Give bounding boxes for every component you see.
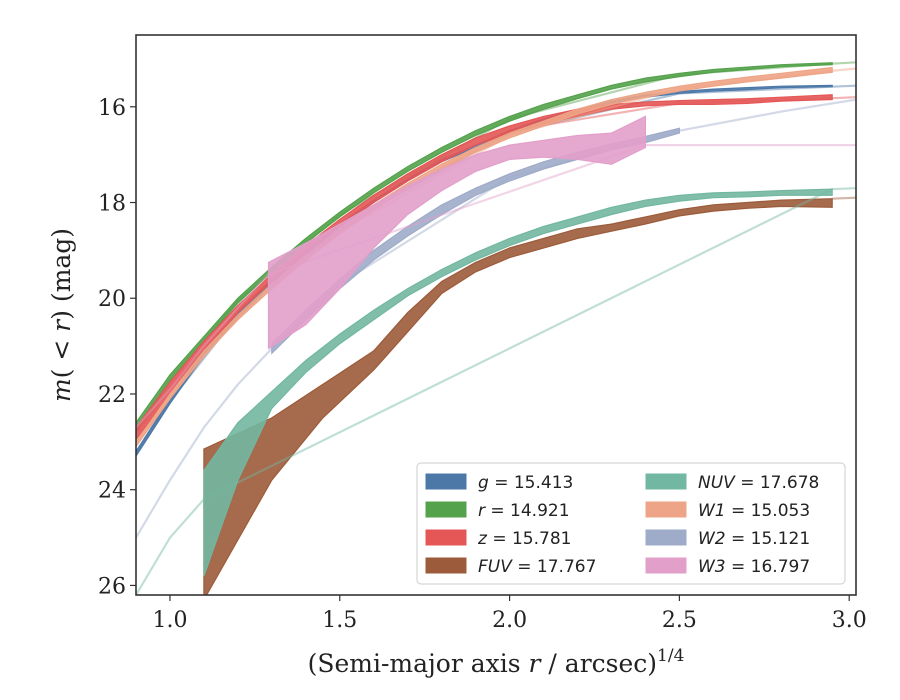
- legend-label: FUV = 17.767: [478, 557, 596, 577]
- x-tick-label: 2.5: [662, 608, 697, 633]
- legend-item-g: g = 15.413: [425, 473, 573, 493]
- series-nuv: [136, 187, 856, 595]
- legend-label: z = 15.781: [477, 529, 571, 549]
- legend-swatch: [425, 501, 467, 518]
- legend-swatch: [645, 473, 687, 490]
- legend-label: W1 = 15.053: [698, 501, 810, 521]
- legend-swatch: [425, 473, 467, 490]
- x-axis: 1.0 1.5 2.0 2.5 3.0: [152, 595, 867, 633]
- legend-item-w2: W2 = 15.121: [645, 529, 810, 549]
- y-tick-label: 18: [98, 192, 126, 217]
- series-fuv-band: [203, 198, 833, 595]
- legend-item-fuv: FUV = 17.767: [425, 557, 596, 577]
- x-tick-label: 2.0: [492, 608, 527, 633]
- plot-frame: [135, 34, 857, 596]
- legend-item-r: r = 14.921: [425, 501, 570, 521]
- legend-label: NUV = 17.678: [698, 473, 819, 493]
- plot-area: [136, 61, 856, 595]
- series-w2-band: [271, 127, 680, 355]
- y-tick-label: 20: [98, 287, 126, 312]
- x-tick-label: 1.5: [322, 608, 357, 633]
- x-tick-label: 1.0: [152, 608, 187, 633]
- series-r-band: [136, 62, 833, 434]
- legend-box: [416, 462, 846, 585]
- legend: g = 15.413 r = 14.921 z = 15.781 FUV = 17.7…: [416, 462, 846, 585]
- legend-label: r = 14.921: [478, 501, 570, 521]
- legend-label: W2 = 15.121: [698, 529, 810, 549]
- series-w3-band: [267, 115, 646, 350]
- y-tick-label: 22: [98, 383, 126, 408]
- legend-item-nuv: NUV = 17.678: [645, 473, 819, 493]
- legend-label: W3 = 16.797: [698, 557, 810, 577]
- series-w3-extrapolation-line: [136, 144, 856, 429]
- series-nuv-band: [203, 188, 833, 577]
- legend-swatch: [425, 529, 467, 546]
- legend-swatch: [645, 501, 687, 518]
- series-w3: [136, 115, 856, 429]
- legend-swatch: [645, 529, 687, 546]
- legend-item-z: z = 15.781: [425, 529, 571, 549]
- y-tick-label: 16: [98, 96, 126, 121]
- series-fuv: [203, 196, 856, 595]
- y-axis: 16 18 20 22 24 26: [98, 96, 136, 599]
- x-axis-title: (Semi-major axis r / arcsec)1/4: [308, 646, 685, 678]
- series-z-extrapolation-line: [136, 96, 856, 436]
- y-tick-label: 26: [98, 574, 126, 599]
- legend-swatch: [645, 557, 687, 574]
- legend-label: g = 15.413: [478, 473, 573, 493]
- x-tick-label: 3.0: [832, 608, 867, 633]
- y-axis-title: m( < r) (mag): [47, 228, 76, 402]
- legend-swatch: [425, 557, 467, 574]
- series-z: [136, 94, 856, 441]
- y-tick-label: 24: [98, 479, 126, 504]
- legend-item-w3: W3 = 16.797: [645, 557, 810, 577]
- series-fuv-extrapolation-line: [832, 196, 856, 200]
- legend-item-w1: W1 = 15.053: [645, 501, 810, 521]
